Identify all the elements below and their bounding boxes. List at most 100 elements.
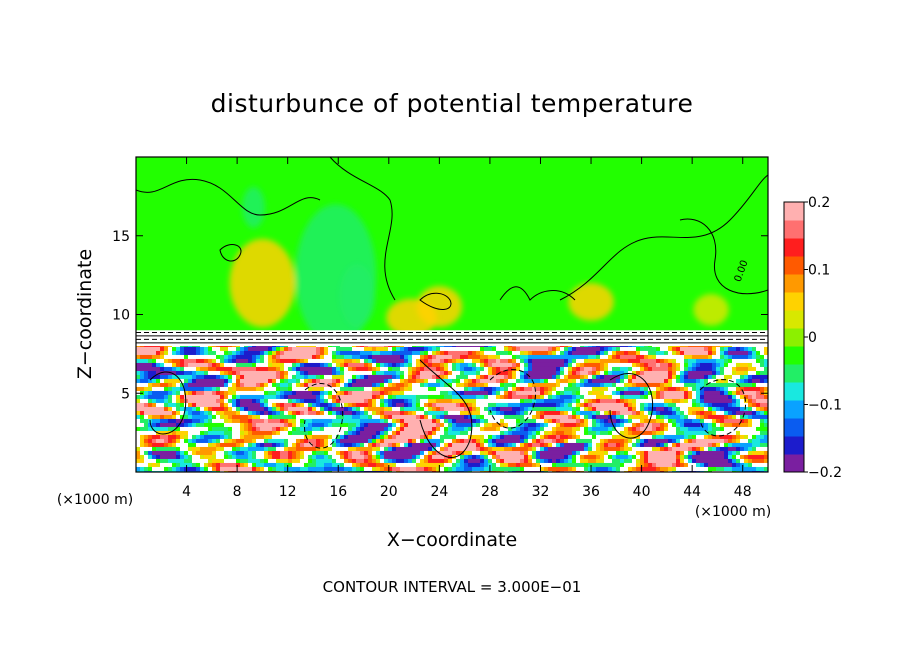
- field-cell: [552, 422, 557, 428]
- field-cell: [156, 406, 161, 412]
- field-cell: [324, 374, 329, 380]
- field-cell: [416, 362, 421, 368]
- field-cell: [740, 414, 745, 420]
- field-cell: [440, 354, 445, 360]
- field-cell: [320, 346, 325, 352]
- field-cell: [580, 422, 585, 428]
- field-cell: [504, 370, 509, 376]
- field-cell: [572, 350, 577, 356]
- field-cell: [324, 450, 329, 456]
- field-cell: [244, 346, 249, 352]
- field-cell: [144, 422, 149, 428]
- field-cell: [272, 422, 277, 428]
- field-cell: [728, 406, 733, 412]
- field-cell: [356, 406, 361, 412]
- field-cell: [416, 438, 421, 444]
- field-cell: [404, 394, 409, 400]
- field-cell: [460, 414, 465, 420]
- field-cell: [244, 438, 249, 444]
- field-cell: [636, 418, 641, 424]
- field-cell: [452, 402, 457, 408]
- field-cell: [176, 450, 181, 456]
- field-cell: [516, 382, 521, 388]
- field-cell: [344, 346, 349, 352]
- field-cell: [392, 402, 397, 408]
- field-cell: [192, 450, 197, 456]
- field-cell: [340, 374, 345, 380]
- field-cell: [292, 418, 297, 424]
- field-cell: [180, 382, 185, 388]
- field-cell: [556, 358, 561, 364]
- field-cell: [764, 438, 768, 444]
- field-cell: [592, 362, 597, 368]
- field-cell: [392, 458, 397, 464]
- field-cell: [216, 414, 221, 420]
- field-cell: [744, 402, 749, 408]
- field-cell: [648, 378, 653, 384]
- field-cell: [288, 430, 293, 436]
- field-cell: [148, 354, 153, 360]
- field-cell: [172, 382, 177, 388]
- field-cell: [140, 422, 145, 428]
- field-cell: [340, 458, 345, 464]
- field-cell: [268, 458, 273, 464]
- field-cell: [612, 450, 617, 456]
- field-cell: [148, 390, 153, 396]
- field-cell: [600, 434, 605, 440]
- field-cell: [292, 442, 297, 448]
- field-cell: [632, 378, 637, 384]
- field-cell: [428, 430, 433, 436]
- field-cell: [452, 418, 457, 424]
- field-cell: [524, 374, 529, 380]
- field-cell: [648, 406, 653, 412]
- field-cell: [660, 442, 665, 448]
- field-cell: [672, 422, 677, 428]
- field-cell: [664, 438, 669, 444]
- field-cell: [704, 446, 709, 452]
- field-cell: [524, 418, 529, 424]
- field-cell: [696, 378, 701, 384]
- field-cell: [728, 374, 733, 380]
- field-cell: [408, 370, 413, 376]
- field-cell: [460, 458, 465, 464]
- field-cell: [300, 430, 305, 436]
- field-cell: [228, 366, 233, 372]
- field-cell: [140, 378, 145, 384]
- field-cell: [644, 354, 649, 360]
- field-cell: [392, 374, 397, 380]
- field-cell: [732, 430, 737, 436]
- field-cell: [688, 450, 693, 456]
- field-cell: [568, 446, 573, 452]
- field-cell: [588, 366, 593, 372]
- field-cell: [300, 358, 305, 364]
- field-cell: [716, 350, 721, 356]
- field-cell: [264, 370, 269, 376]
- field-cell: [652, 394, 657, 400]
- field-cell: [156, 442, 161, 448]
- field-cell: [572, 422, 577, 428]
- field-cell: [456, 398, 461, 404]
- field-cell: [664, 386, 669, 392]
- field-cell: [272, 398, 277, 404]
- field-cell: [412, 442, 417, 448]
- field-cell: [760, 430, 765, 436]
- field-cell: [520, 410, 525, 416]
- field-cell: [748, 426, 753, 432]
- field-cell: [344, 458, 349, 464]
- field-cell: [264, 446, 269, 452]
- field-cell: [624, 450, 629, 456]
- field-cell: [180, 454, 185, 460]
- field-cell: [696, 394, 701, 400]
- field-cell: [704, 386, 709, 392]
- field-cell: [632, 398, 637, 404]
- field-cell: [168, 418, 173, 424]
- field-cell: [136, 398, 141, 404]
- field-cell: [596, 422, 601, 428]
- field-cell: [372, 398, 377, 404]
- field-cell: [632, 362, 637, 368]
- field-cell: [176, 434, 181, 440]
- field-cell: [348, 354, 353, 360]
- field-cell: [600, 354, 605, 360]
- field-cell: [468, 378, 473, 384]
- field-cell: [628, 430, 633, 436]
